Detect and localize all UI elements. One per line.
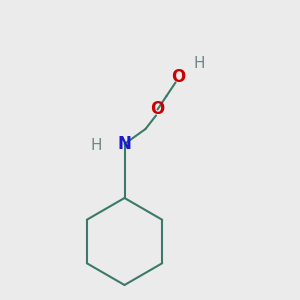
Text: H: H <box>90 138 102 153</box>
Text: H: H <box>194 56 205 70</box>
Text: O: O <box>150 100 165 118</box>
Text: N: N <box>118 135 131 153</box>
Text: O: O <box>171 68 186 85</box>
